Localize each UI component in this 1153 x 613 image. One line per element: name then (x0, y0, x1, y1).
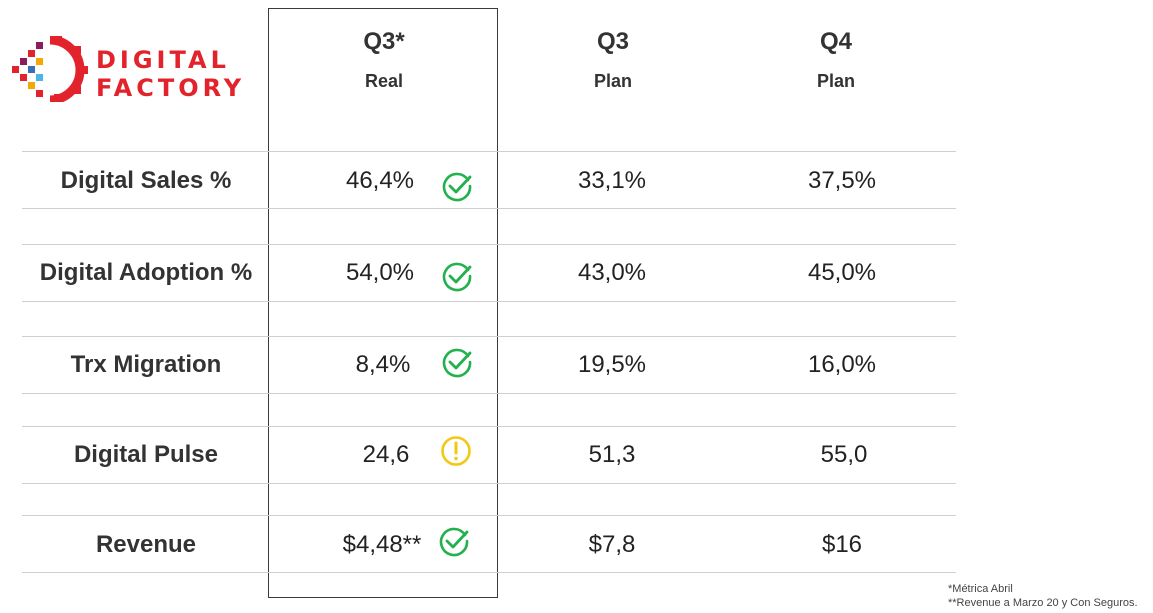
row-label-revenue: Revenue (95, 531, 197, 558)
column-subtitle: Plan (816, 71, 855, 91)
check-icon (442, 172, 472, 202)
row-label-digital-pulse: Digital Pulse (73, 441, 219, 468)
divider (22, 483, 956, 484)
divider (22, 572, 956, 573)
column-quarter: Q3 (596, 28, 629, 55)
logo-line-2: FACTORY (96, 74, 246, 102)
divider (22, 301, 956, 302)
divider (22, 336, 956, 337)
column-quarter: Q4 (819, 28, 852, 55)
divider (22, 426, 956, 427)
q4-plan-value: 55,0 (820, 441, 868, 468)
real-value: 46,4% (345, 167, 415, 194)
logo-line-1: DIGITAL (96, 46, 230, 74)
column-quarter: Q3* (363, 28, 405, 55)
real-value: 24,6 (362, 441, 410, 468)
divider (22, 244, 956, 245)
real-value: $4,48** (342, 531, 422, 558)
column-header-q3-real: Q3* Real (294, 28, 474, 92)
q3-plan-value: 33,1% (577, 167, 647, 194)
footnote: *Métrica Abril (948, 583, 1013, 595)
q4-plan-value: $16 (821, 531, 863, 558)
divider (22, 208, 956, 209)
row-label-trx-migration: Trx Migration (70, 351, 222, 378)
q4-plan-value: 37,5% (807, 167, 877, 194)
divider (22, 151, 956, 152)
column-header-q3-plan: Q3 Plan (523, 28, 703, 92)
q4-plan-value: 45,0% (807, 259, 877, 286)
footnote: **Revenue a Marzo 20 y Con Seguros. (948, 597, 1138, 609)
q3-plan-value: 19,5% (577, 351, 647, 378)
row-label-digital-sales: Digital Sales % (60, 167, 232, 194)
q3-real-highlight-box (268, 8, 498, 598)
q4-plan-value: 16,0% (807, 351, 877, 378)
real-value: 8,4% (355, 351, 411, 378)
divider (22, 515, 956, 516)
column-header-q4-plan: Q4 Plan (746, 28, 926, 92)
q3-plan-value: 51,3 (588, 441, 636, 468)
digital-factory-logo: DIGITAL FACTORY (10, 36, 260, 102)
divider (22, 393, 956, 394)
check-icon (442, 348, 472, 378)
column-subtitle: Plan (593, 71, 632, 91)
logo-wordmark: DIGITAL FACTORY (96, 46, 245, 102)
row-label-digital-adoption: Digital Adoption % (39, 259, 253, 286)
check-icon (439, 527, 469, 557)
real-value: 54,0% (345, 259, 415, 286)
check-icon (442, 262, 472, 292)
q3-plan-value: $7,8 (588, 531, 636, 558)
gear-icon (12, 36, 88, 102)
column-subtitle: Real (364, 71, 404, 91)
warning-icon (441, 436, 471, 466)
q3-plan-value: 43,0% (577, 259, 647, 286)
